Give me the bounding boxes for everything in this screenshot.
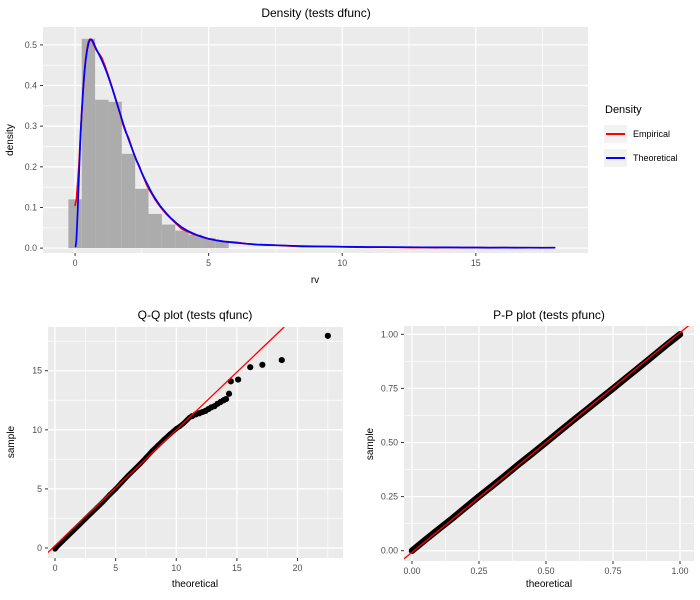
svg-text:1.00: 1.00 — [381, 329, 398, 339]
pp-xaxis-title: theoretical — [526, 579, 572, 590]
svg-text:10: 10 — [32, 425, 42, 435]
svg-text:0.0: 0.0 — [25, 243, 37, 253]
svg-text:15: 15 — [232, 563, 242, 573]
svg-text:0.50: 0.50 — [381, 438, 398, 448]
pp-plot-title: P-P plot (tests pfunc) — [493, 308, 605, 322]
theoretical-line-swatch — [606, 157, 625, 159]
svg-text:0.25: 0.25 — [381, 492, 398, 502]
svg-text:5: 5 — [37, 484, 42, 494]
svg-text:0.75: 0.75 — [381, 383, 398, 393]
legend-key-box — [604, 149, 627, 167]
svg-text:0.75: 0.75 — [604, 566, 621, 576]
svg-text:0.3: 0.3 — [25, 121, 37, 131]
svg-text:15: 15 — [471, 258, 481, 268]
svg-text:1.00: 1.00 — [671, 566, 688, 576]
empirical-line-swatch — [606, 133, 625, 135]
density-legend: Density Empirical Theoretical — [604, 104, 696, 173]
svg-text:10: 10 — [171, 563, 181, 573]
svg-text:5: 5 — [113, 563, 118, 573]
legend-entry-theoretical: Theoretical — [604, 149, 696, 167]
svg-text:10: 10 — [337, 258, 347, 268]
density-plot-title: Density (tests dfunc) — [261, 6, 370, 20]
svg-text:0.00: 0.00 — [403, 566, 420, 576]
density-xaxis-title: rv — [311, 275, 319, 286]
svg-text:20: 20 — [293, 563, 303, 573]
legend-title: Density — [605, 104, 642, 116]
svg-text:0.50: 0.50 — [537, 566, 554, 576]
svg-text:5: 5 — [206, 258, 211, 268]
svg-text:0: 0 — [37, 543, 42, 553]
qq-yaxis-title: sample — [6, 425, 17, 458]
pp-plot-panel: 0.00 0.25 0.50 0.75 1.00 0.00 0.25 0.50 0.75 1.00 — [381, 326, 694, 576]
svg-text:15: 15 — [32, 366, 42, 376]
svg-text:0: 0 — [73, 258, 78, 268]
svg-text:0.5: 0.5 — [25, 40, 37, 50]
svg-text:0.4: 0.4 — [25, 81, 37, 91]
density-yaxis-title: density — [5, 124, 16, 156]
pp-yaxis-title: sample — [365, 427, 376, 460]
legend-label-theoretical: Theoretical — [633, 153, 678, 163]
svg-text:0.2: 0.2 — [25, 162, 37, 172]
legend-entry-empirical: Empirical — [604, 125, 696, 143]
svg-text:0: 0 — [53, 563, 58, 573]
qq-plot-panel: 0 5 10 15 20 0 5 10 15 — [32, 327, 343, 573]
svg-text:0.25: 0.25 — [470, 566, 487, 576]
legend-label-empirical: Empirical — [633, 129, 671, 139]
density-plot-panel: 0 5 10 15 0.0 0.1 0.2 0.3 0.4 0.5 — [25, 27, 588, 268]
svg-text:0.1: 0.1 — [25, 202, 37, 212]
qq-xaxis-title: theoretical — [172, 579, 218, 590]
legend-key-box — [604, 125, 627, 143]
qq-plot-title: Q-Q plot (tests qfunc) — [138, 308, 253, 322]
svg-text:0.00: 0.00 — [381, 546, 398, 556]
